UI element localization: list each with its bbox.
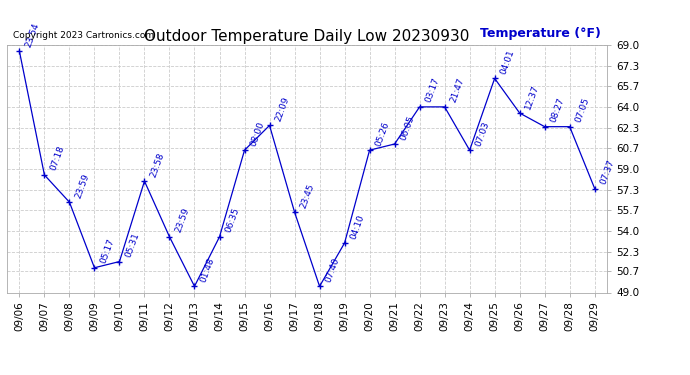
Text: 08:27: 08:27 <box>549 97 566 124</box>
Text: Copyright 2023 Cartronics.com: Copyright 2023 Cartronics.com <box>13 31 154 40</box>
Text: 23:54: 23:54 <box>23 21 41 48</box>
Text: 23:45: 23:45 <box>299 182 316 209</box>
Text: 06:05: 06:05 <box>399 114 416 141</box>
Text: 04:10: 04:10 <box>348 213 366 240</box>
Text: 08:00: 08:00 <box>248 120 266 147</box>
Text: 23:59: 23:59 <box>174 207 191 234</box>
Text: 07:03: 07:03 <box>474 120 491 147</box>
Text: 01:48: 01:48 <box>199 256 216 284</box>
Text: 06:35: 06:35 <box>224 207 241 234</box>
Text: 12:37: 12:37 <box>524 83 541 110</box>
Text: 22:09: 22:09 <box>274 96 291 123</box>
Text: 07:37: 07:37 <box>599 158 616 186</box>
Text: 23:59: 23:59 <box>74 172 91 200</box>
Title: Outdoor Temperature Daily Low 20230930: Outdoor Temperature Daily Low 20230930 <box>144 29 470 44</box>
Text: 05:26: 05:26 <box>374 120 391 147</box>
Text: 05:17: 05:17 <box>99 238 116 265</box>
Text: 03:17: 03:17 <box>424 77 441 104</box>
Text: 23:58: 23:58 <box>148 151 166 178</box>
Text: 21:47: 21:47 <box>448 77 466 104</box>
Text: 05:31: 05:31 <box>124 231 141 259</box>
Text: 07:05: 07:05 <box>574 96 591 124</box>
Text: 07:40: 07:40 <box>324 256 341 284</box>
Text: 04:01: 04:01 <box>499 48 516 76</box>
Text: 07:18: 07:18 <box>48 145 66 172</box>
Text: Temperature (°F): Temperature (°F) <box>480 27 601 40</box>
